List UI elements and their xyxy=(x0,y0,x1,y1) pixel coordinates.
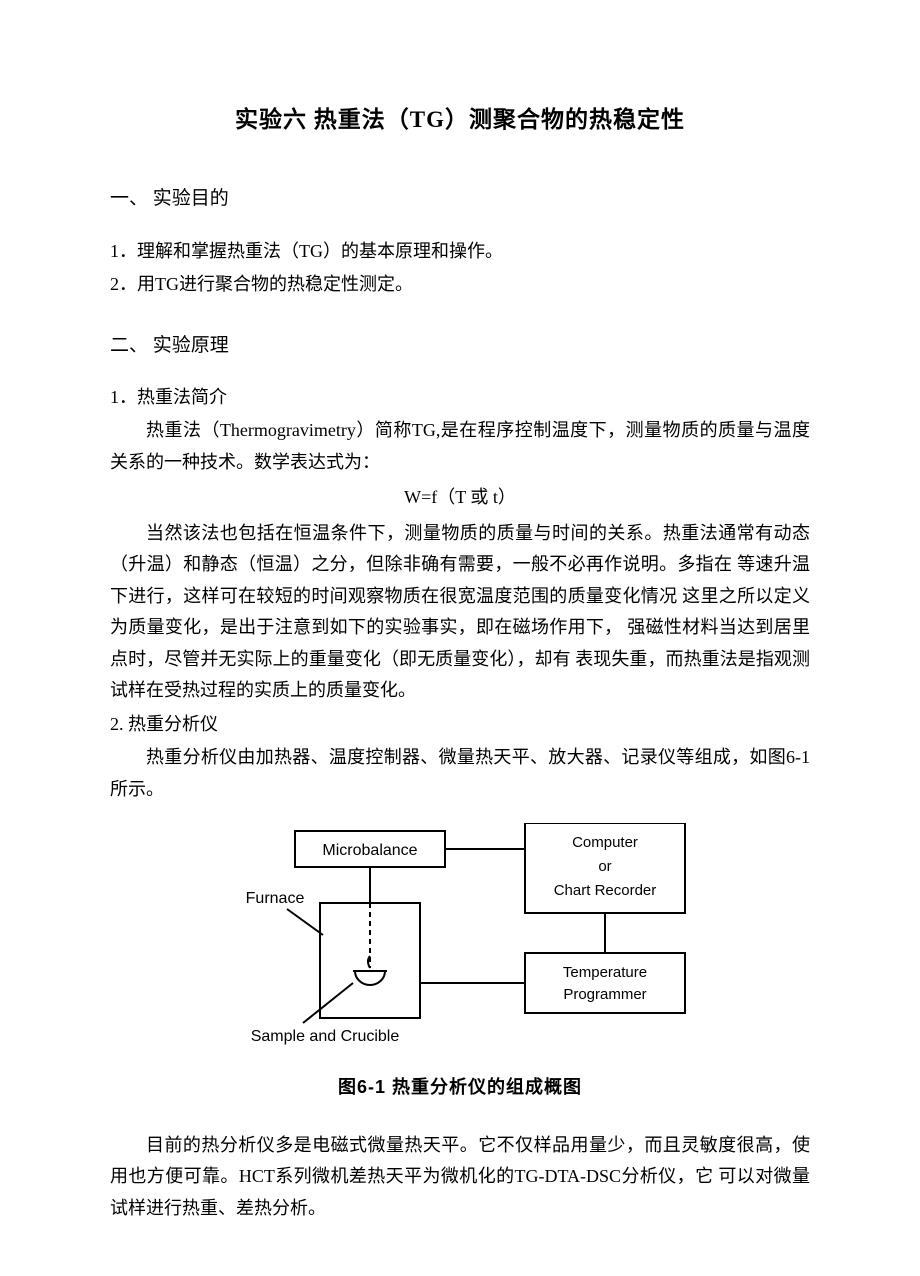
sec2-para-3: 热重分析仪由加热器、温度控制器、微量热天平、放大器、记录仪等组成，如图6-1 所… xyxy=(110,742,810,805)
sec3-para: 目前的热分析仪多是电磁式微量热天平。它不仅样品用量少，而且灵敏度很高，使用也方便… xyxy=(110,1130,810,1225)
equation: W=f（T 或 t） xyxy=(110,482,810,514)
node-temp-l2: Programmer xyxy=(563,986,646,1003)
sec2-para-2: 当然该法也包括在恒温条件下，测量物质的质量与时间的关系。热重法通常有动态（升温）… xyxy=(110,518,810,707)
node-furnace-label: Furnace xyxy=(246,890,305,907)
sec2-para-1: 热重法（Thermogravimetry）简称TG,是在程序控制温度下，测量物质… xyxy=(110,415,810,478)
node-sample-label: Sample and Crucible xyxy=(251,1028,400,1045)
node-microbalance: Microbalance xyxy=(322,842,417,859)
figure-caption: 图6-1 热重分析仪的组成概图 xyxy=(110,1072,810,1104)
sec2-sub-2: 2. 热重分析仪 xyxy=(110,709,810,741)
tg-analyzer-diagram: Microbalance Computer or Chart Recorder … xyxy=(225,823,695,1058)
node-computer-l2: or xyxy=(598,858,611,875)
section-2-head: 二、 实验原理 xyxy=(110,329,810,362)
sec1-item-1: 1．理解和掌握热重法（TG）的基本原理和操作。 xyxy=(110,236,810,268)
diagram-figure: Microbalance Computer or Chart Recorder … xyxy=(110,823,810,1058)
node-computer-l3: Chart Recorder xyxy=(554,882,657,899)
section-1-head: 一、 实验目的 xyxy=(110,182,810,215)
page-title: 实验六 热重法（TG）测聚合物的热稳定性 xyxy=(110,100,810,140)
sec1-item-2: 2．用TG进行聚合物的热稳定性测定。 xyxy=(110,269,810,301)
node-computer-l1: Computer xyxy=(572,834,638,851)
node-temp-l1: Temperature xyxy=(563,964,647,981)
sec2-sub-1: 1．热重法简介 xyxy=(110,382,810,414)
